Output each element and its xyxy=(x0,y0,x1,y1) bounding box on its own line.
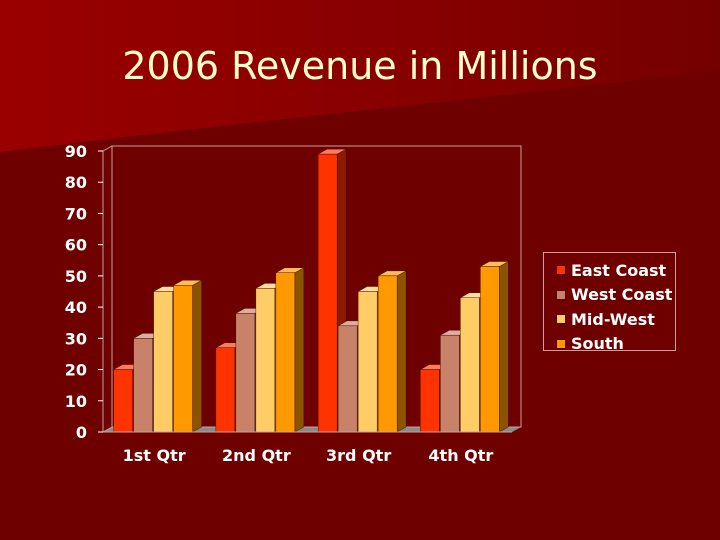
y-tick-label: 40 xyxy=(65,298,87,317)
legend-swatch xyxy=(556,314,566,325)
legend-swatch xyxy=(556,289,566,300)
x-tick-label: 2nd Qtr xyxy=(222,446,291,465)
legend-label: South xyxy=(571,334,624,354)
legend-item: South xyxy=(556,332,675,357)
y-tick-label: 60 xyxy=(65,236,87,255)
x-tick-label: 3rd Qtr xyxy=(326,446,391,465)
bar-south-3rd-qtr xyxy=(377,270,407,433)
legend-label: Mid-West xyxy=(571,309,655,329)
plot-depth-line-bottom xyxy=(102,426,113,433)
chart-legend: East Coast West Coast Mid-West South xyxy=(543,252,676,353)
plot-depth-line-top xyxy=(102,145,113,152)
x-tick-label: 1st Qtr xyxy=(123,446,186,465)
y-tick-label: 90 xyxy=(65,142,87,161)
legend-swatch xyxy=(556,338,566,349)
y-tick-label: 80 xyxy=(65,173,87,192)
legend-swatch xyxy=(556,265,566,276)
bar-south-2nd-qtr xyxy=(275,267,305,433)
x-tick-label: 4th Qtr xyxy=(428,446,493,465)
y-tick-label: 0 xyxy=(76,423,87,442)
y-tick-label: 20 xyxy=(65,361,87,380)
legend-item: East Coast xyxy=(556,258,675,283)
y-tick-label: 30 xyxy=(65,329,87,348)
legend-label: East Coast xyxy=(571,260,667,280)
bar-south-1st-qtr xyxy=(172,279,203,433)
y-tick-label: 10 xyxy=(65,392,87,411)
legend-label: West Coast xyxy=(571,285,673,305)
plot-area-border xyxy=(111,145,522,428)
legend-item: West Coast xyxy=(556,283,675,308)
legend-item: Mid-West xyxy=(556,307,675,332)
y-tick-label: 70 xyxy=(65,204,87,223)
bar-south-4th-qtr xyxy=(479,261,510,433)
y-tick-label: 50 xyxy=(65,267,87,286)
slide-title: 2006 Revenue in Millions xyxy=(122,44,598,88)
